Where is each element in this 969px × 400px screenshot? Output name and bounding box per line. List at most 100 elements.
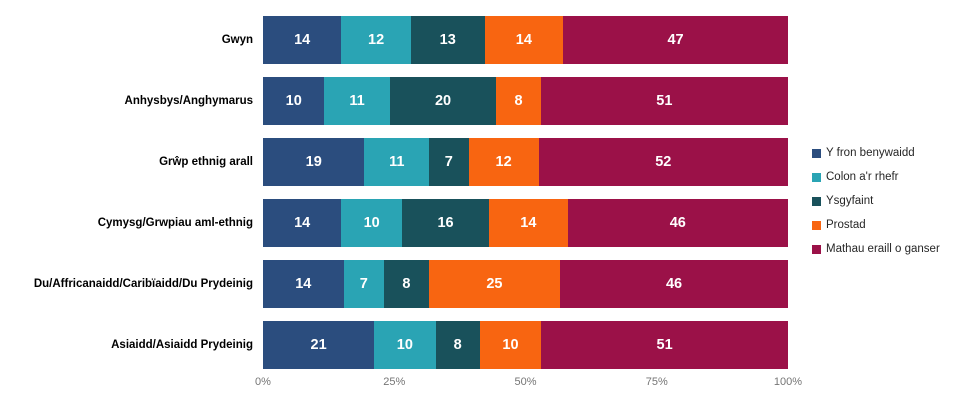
value-label: 14 xyxy=(294,31,311,48)
chart-row: Grŵp ethnig arall 19 11 7 12 52 xyxy=(0,131,789,192)
legend-entry: Ysgyfaint xyxy=(812,189,940,213)
value-label: 11 xyxy=(389,153,405,170)
bar-segment: 10 xyxy=(374,320,436,369)
bar-segment: 25 xyxy=(428,259,561,308)
value-label: 20 xyxy=(434,92,452,109)
x-axis-tick-label: 0% xyxy=(255,376,271,388)
bar-segment: 12 xyxy=(468,137,539,186)
value-label: 11 xyxy=(349,92,365,109)
bar: 19 11 7 12 52 xyxy=(263,137,789,186)
value-label: 14 xyxy=(515,31,532,48)
category-label-text: Asiaidd/Asiaidd Prydeinig xyxy=(111,338,253,351)
category-label: Gwyn xyxy=(0,34,263,46)
category-label: Grŵp ethnig arall xyxy=(0,156,263,168)
value-label: 14 xyxy=(294,214,311,231)
bar: 14 10 16 14 46 xyxy=(263,198,789,247)
chart-row: Du/Affricanaidd/Caribïaidd/Du Prydeinig 1… xyxy=(0,253,788,314)
value-label: 19 xyxy=(305,153,322,170)
category-label-text: Cymysg/Grwpiau aml-ethnig xyxy=(97,216,253,229)
bar-segment: 14 xyxy=(263,259,344,308)
legend-swatch xyxy=(812,172,821,182)
x-axis-tick-label: 100% xyxy=(773,376,803,388)
legend-entry: Colon a'r rhefr xyxy=(812,165,940,189)
bar-segment: 8 xyxy=(383,259,429,308)
category-label: Anhysbys/Anghymarus xyxy=(0,95,263,107)
bar-segment: 14 xyxy=(263,198,342,247)
value-label: 13 xyxy=(439,31,456,48)
bar-segment: 8 xyxy=(435,320,480,369)
legend-swatch xyxy=(812,244,821,254)
bar-segment: 8 xyxy=(496,76,541,125)
value-label: 14 xyxy=(295,275,312,292)
bar: 10 11 20 8 51 xyxy=(263,76,788,125)
x-axis: 0% 25% 50% 75% 100% xyxy=(255,376,802,394)
bar: 14 7 8 25 46 xyxy=(263,259,788,308)
x-axis-tick-label: 50% xyxy=(514,376,537,388)
value-label: 46 xyxy=(669,214,686,231)
value-label: 7 xyxy=(444,153,453,170)
bar-segment: 7 xyxy=(429,137,469,186)
bar-segment: 12 xyxy=(341,15,411,64)
value-label: 8 xyxy=(402,275,411,292)
chart-row: Cymysg/Grwpiau aml-ethnig 14 10 16 14 46 xyxy=(0,192,789,253)
legend-swatch xyxy=(812,148,821,158)
legend-entry: Y fron benywaidd xyxy=(812,141,940,165)
value-label: 7 xyxy=(359,275,368,292)
bar-segment: 46 xyxy=(560,259,788,308)
value-label: 21 xyxy=(310,336,327,353)
bar-segment: 10 xyxy=(479,320,542,369)
value-label: 10 xyxy=(502,336,519,353)
chart-row: Gwyn 14 12 13 14 47 xyxy=(0,9,788,70)
bar: 21 10 8 10 51 xyxy=(263,320,788,369)
legend: Y fron benywaidd Colon a'r rhefr Ysgyfaint… xyxy=(812,141,940,261)
bar-segment: 11 xyxy=(324,76,390,125)
category-label-text: Du/Affricanaidd/Caribïaidd/Du Prydeinig xyxy=(33,277,253,290)
bar-segment: 47 xyxy=(563,15,788,64)
bar-segment: 52 xyxy=(538,137,789,186)
bar-segment: 10 xyxy=(341,198,402,247)
value-label: 8 xyxy=(453,336,462,353)
legend-label: Mathau eraill o ganser xyxy=(826,243,940,255)
category-label-text: Gwyn xyxy=(221,33,253,46)
x-axis-tick-label: 25% xyxy=(383,376,406,388)
value-label: 51 xyxy=(656,92,673,109)
category-label: Cymysg/Grwpiau aml-ethnig xyxy=(0,217,263,229)
legend-entry: Mathau eraill o ganser xyxy=(812,237,940,261)
category-label-text: Anhysbys/Anghymarus xyxy=(124,94,253,107)
bar-segment: 16 xyxy=(401,198,490,247)
legend-label: Ysgyfaint xyxy=(826,195,874,207)
value-label: 10 xyxy=(396,336,413,353)
value-label: 47 xyxy=(667,31,684,48)
value-label: 8 xyxy=(514,92,523,109)
category-label-text: Grŵp ethnig arall xyxy=(159,155,253,168)
legend-label: Prostad xyxy=(826,219,866,231)
bar-segment: 19 xyxy=(263,137,365,186)
bar-segment: 14 xyxy=(263,15,342,64)
legend-label: Y fron benywaidd xyxy=(826,147,915,159)
value-label: 10 xyxy=(363,214,380,231)
bar-segment: 46 xyxy=(567,198,789,247)
bar-segment: 13 xyxy=(410,15,485,64)
legend-swatch xyxy=(812,196,821,206)
value-label: 51 xyxy=(656,336,673,353)
bars-area: Gwyn 14 12 13 14 47 Anhysbys/Anghymarus 10 11 20 8… xyxy=(0,9,789,375)
legend-swatch xyxy=(812,220,821,230)
value-label: 52 xyxy=(655,153,672,170)
value-label: 12 xyxy=(368,31,385,48)
value-label: 10 xyxy=(285,92,302,109)
bar: 14 12 13 14 47 xyxy=(263,15,788,64)
bar-segment: 21 xyxy=(263,320,375,369)
value-label: 25 xyxy=(486,275,503,292)
category-label: Du/Affricanaidd/Caribïaidd/Du Prydeinig xyxy=(0,278,263,290)
bar-segment: 11 xyxy=(364,137,430,186)
chart-row: Asiaidd/Asiaidd Prydeinig 21 10 8 10 51 xyxy=(0,314,788,375)
bar-segment: 14 xyxy=(484,15,564,64)
bar-segment: 20 xyxy=(389,76,497,125)
legend-label: Colon a'r rhefr xyxy=(826,171,899,183)
bar-segment: 14 xyxy=(489,198,568,247)
value-label: 16 xyxy=(437,214,454,231)
x-axis-tick-label: 75% xyxy=(645,376,668,388)
value-label: 14 xyxy=(520,214,537,231)
chart-row: Anhysbys/Anghymarus 10 11 20 8 51 xyxy=(0,70,788,131)
bar-segment: 51 xyxy=(540,76,788,125)
